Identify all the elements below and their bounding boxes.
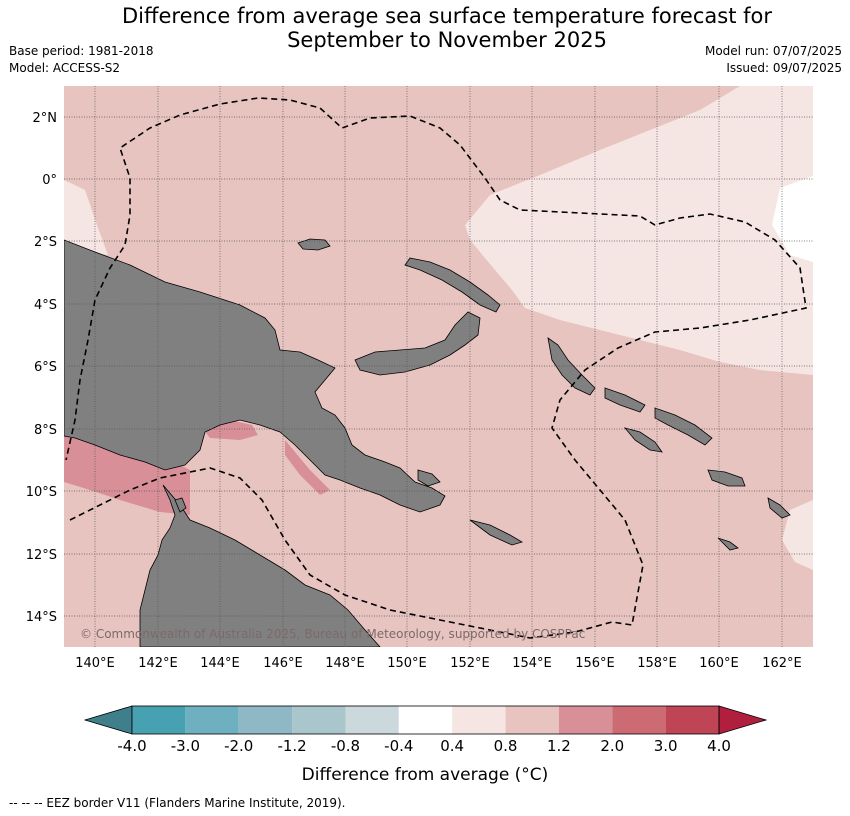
lon-label: 142°E <box>138 656 178 671</box>
base-period: Base period: 1981-2018 <box>9 44 154 58</box>
new-britain-land <box>354 311 481 376</box>
lon-label: 154°E <box>512 656 552 671</box>
colorbar-tick-label: 0.8 <box>494 737 518 755</box>
colorbar-tick-label: -4.0 <box>117 737 146 755</box>
colorbar-segment <box>665 706 719 734</box>
eastern-island-1 <box>767 497 791 519</box>
title-line-2: September to November 2025 <box>287 28 607 52</box>
model-name: Model: ACCESS-S2 <box>9 61 121 75</box>
lat-label: 6°S <box>34 360 57 375</box>
colorbar-segment <box>345 706 399 734</box>
colorbar-segment <box>398 706 453 734</box>
colorbar-tick-label: -1.2 <box>277 737 306 755</box>
colorbar: -4.0 -3.0 -2.0 -1.2 -0.8 -0.4 0.4 0.8 1.2 2.0 3.0 4… <box>83 705 768 755</box>
solomon-island-4 <box>707 469 746 487</box>
lat-label: 8°S <box>34 423 57 438</box>
colorbar-tick-label: -0.4 <box>384 737 413 755</box>
lat-label: 4°S <box>34 298 57 313</box>
lon-label: 144°E <box>200 656 240 671</box>
colorbar-tick-label: 2.0 <box>600 737 624 755</box>
colorbar-tick-label: 3.0 <box>654 737 678 755</box>
issued-date: Issued: 09/07/2025 <box>726 61 842 75</box>
lat-label: 12°S <box>26 548 57 563</box>
cape-york-land <box>139 484 381 647</box>
colorbar-segment <box>558 706 613 734</box>
colorbar-segment <box>505 706 559 734</box>
lat-label: 2°S <box>34 235 57 250</box>
anomaly-field-1-2-2-0-coast <box>285 440 330 495</box>
lat-label: 0° <box>42 173 57 188</box>
lon-label: 140°E <box>75 656 115 671</box>
colorbar-tick-label: -3.0 <box>171 737 200 755</box>
title-line-1: Difference from average sea surface temp… <box>122 4 772 28</box>
colorbar-frame <box>131 705 720 735</box>
colorbar-tick-label: -2.0 <box>224 737 253 755</box>
chart-title: Difference from average sea surface temp… <box>0 4 850 52</box>
new-guinea-land <box>64 239 446 513</box>
gridlines <box>64 86 813 647</box>
meta-left: Base period: 1981-2018 Model: ACCESS-S2 <box>9 43 154 77</box>
solomon-island-1 <box>604 387 646 413</box>
bougainville-island <box>547 337 596 396</box>
colorbar-segment <box>238 706 293 734</box>
lat-label: 14°S <box>26 610 57 625</box>
anomaly-field-0-4-0-8-west <box>64 180 108 255</box>
solomon-island-3 <box>623 427 663 453</box>
anomaly-field-0-4-0-8-southeast <box>782 500 813 570</box>
lat-label: 10°S <box>26 485 57 500</box>
lon-label: 162°E <box>762 656 802 671</box>
new-ireland-land <box>404 257 501 313</box>
lon-label: 148°E <box>325 656 365 671</box>
lon-label: 150°E <box>387 656 427 671</box>
copyright-note: © Commonwealth of Australia 2025, Bureau… <box>80 627 585 641</box>
lon-label: 156°E <box>575 656 615 671</box>
colorbar-extend-high <box>718 705 768 735</box>
colorbar-segment <box>292 706 346 734</box>
lon-label: 152°E <box>450 656 490 671</box>
colorbar-tick-label: -0.8 <box>331 737 360 755</box>
anomaly-field-1-2-2-0-torres <box>64 430 190 515</box>
model-run: Model run: 07/07/2025 <box>704 44 842 58</box>
lon-label: 160°E <box>699 656 739 671</box>
colorbar-label: Difference from average (°C) <box>302 765 549 785</box>
eez-footer-note: -- -- -- EEZ border V11 (Flanders Marine… <box>9 796 346 810</box>
torres-strait-islands <box>174 497 187 513</box>
latitude-labels: 2°N 0° 2°S 4°S 6°S 8°S 10°S 12°S 14°S <box>26 111 57 625</box>
anomaly-field-neutral-east <box>772 176 813 262</box>
colorbar-segment <box>132 706 186 734</box>
colorbar-tick-label: 1.2 <box>547 737 571 755</box>
anomaly-field-0-4-0-8-northeast <box>465 86 813 375</box>
manus-island <box>297 238 331 251</box>
colorbar-segment <box>452 706 506 734</box>
colorbar-tick-label: 4.0 <box>707 737 731 755</box>
solomon-island-2 <box>654 407 713 446</box>
colorbar-extend-low <box>83 705 133 735</box>
dentrecasteaux-islands <box>417 469 441 487</box>
eastern-island-2 <box>717 537 739 551</box>
colorbar-segment <box>185 706 239 734</box>
eez-border <box>65 97 807 639</box>
colorbar-tick-label: 0.4 <box>440 737 464 755</box>
colorbar-segment <box>612 706 666 734</box>
louisiade-islands <box>469 519 523 546</box>
lon-label: 158°E <box>637 656 677 671</box>
meta-right: Model run: 07/07/2025 Issued: 09/07/2025 <box>705 43 842 77</box>
lon-label: 146°E <box>263 656 303 671</box>
lat-label: 2°N <box>33 111 58 126</box>
longitude-labels: 140°E 142°E 144°E 146°E 148°E 150°E 152°E 154°E… <box>75 656 802 671</box>
